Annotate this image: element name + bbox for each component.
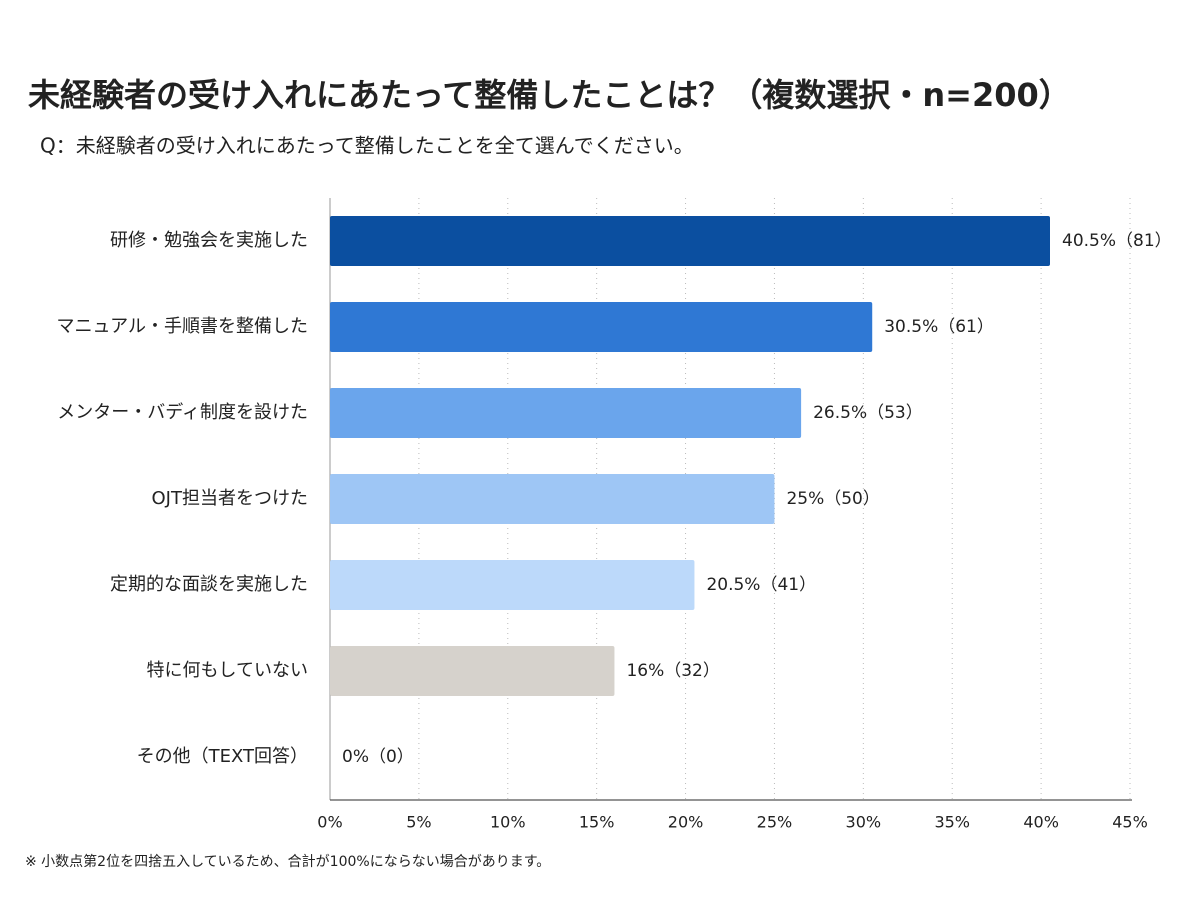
value-label: 26.5%（53） xyxy=(813,403,923,423)
footnote: ※ 小数点第2位を四捨五入しているため、合計が100%にならない場合があります。 xyxy=(25,853,550,870)
value-label: 25%（50） xyxy=(786,489,879,509)
category-label: メンター・バディ制度を設けた xyxy=(57,402,308,423)
value-label: 40.5%（81） xyxy=(1062,231,1172,251)
x-tick-label: 30% xyxy=(846,813,882,832)
chart-title: 未経験者の受け入れにあたって整備したことは？（複数選択・n=200） xyxy=(28,76,1071,114)
value-label: 20.5%（41） xyxy=(706,575,816,595)
x-tick-label: 35% xyxy=(934,813,970,832)
x-tick-label: 0% xyxy=(317,813,342,832)
x-tick-label: 40% xyxy=(1023,813,1059,832)
category-label: 特に何もしていない xyxy=(147,660,308,681)
category-label: マニュアル・手順書を整備した xyxy=(57,316,308,337)
bar xyxy=(330,474,775,524)
category-label: 研修・勉強会を実施した xyxy=(110,230,308,251)
x-tick-label: 15% xyxy=(579,813,615,832)
category-label: 定期的な面談を実施した xyxy=(110,574,308,595)
value-label: 16%（32） xyxy=(626,661,719,681)
bar xyxy=(330,216,1050,266)
x-tick-label: 25% xyxy=(757,813,793,832)
bar xyxy=(330,646,615,696)
x-tick-label: 20% xyxy=(668,813,704,832)
bar xyxy=(330,560,695,610)
category-label: その他（TEXT回答） xyxy=(137,746,308,767)
chart-subtitle: Q：未経験者の受け入れにあたって整備したことを全て選んでください。 xyxy=(40,134,694,158)
bar xyxy=(330,302,873,352)
category-label: OJT担当者をつけた xyxy=(152,488,308,509)
bar xyxy=(330,388,802,438)
x-tick-label: 5% xyxy=(406,813,431,832)
x-tick-label: 10% xyxy=(490,813,526,832)
value-label: 0%（0） xyxy=(342,747,414,767)
x-tick-label: 45% xyxy=(1112,813,1148,832)
value-label: 30.5%（61） xyxy=(884,317,994,337)
